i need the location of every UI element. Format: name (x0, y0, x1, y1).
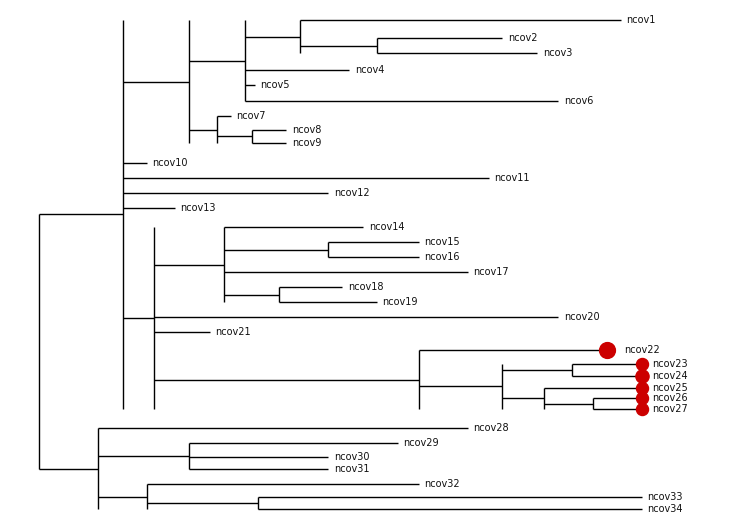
Point (636, 405, 648, 413)
Text: ncov19: ncov19 (382, 297, 418, 307)
Text: ncov30: ncov30 (334, 452, 369, 462)
Text: ncov26: ncov26 (652, 393, 688, 403)
Text: ncov23: ncov23 (652, 359, 688, 369)
Text: ncov9: ncov9 (292, 138, 321, 148)
Text: ncov3: ncov3 (543, 48, 572, 58)
Text: ncov20: ncov20 (564, 312, 599, 322)
Point (636, 384, 648, 392)
Text: ncov2: ncov2 (508, 33, 538, 43)
Text: ncov14: ncov14 (369, 222, 404, 232)
Point (601, 346, 613, 354)
Text: ncov24: ncov24 (652, 371, 688, 381)
Text: ncov18: ncov18 (348, 282, 383, 292)
Text: ncov31: ncov31 (334, 464, 369, 474)
Point (636, 394, 648, 403)
Point (636, 372, 648, 380)
Text: ncov6: ncov6 (564, 96, 593, 106)
Text: ncov29: ncov29 (403, 438, 439, 448)
Text: ncov33: ncov33 (648, 492, 683, 502)
Text: ncov15: ncov15 (425, 237, 460, 247)
Text: ncov4: ncov4 (354, 65, 384, 75)
Text: ncov34: ncov34 (648, 504, 683, 514)
Text: ncov28: ncov28 (474, 423, 509, 433)
Text: ncov25: ncov25 (652, 383, 688, 393)
Text: ncov1: ncov1 (627, 15, 656, 25)
Text: ncov32: ncov32 (425, 479, 460, 489)
Text: ncov16: ncov16 (425, 252, 460, 262)
Text: ncov13: ncov13 (180, 203, 216, 213)
Text: ncov5: ncov5 (261, 80, 290, 90)
Text: ncov7: ncov7 (236, 111, 265, 121)
Point (636, 360, 648, 368)
Text: ncov22: ncov22 (624, 345, 661, 355)
Text: ncov8: ncov8 (292, 125, 321, 135)
Text: ncov11: ncov11 (494, 173, 529, 183)
Text: ncov17: ncov17 (474, 267, 509, 277)
Text: ncov27: ncov27 (652, 404, 688, 414)
Text: ncov10: ncov10 (152, 158, 188, 168)
Text: ncov21: ncov21 (216, 327, 251, 337)
Text: ncov12: ncov12 (334, 188, 369, 198)
